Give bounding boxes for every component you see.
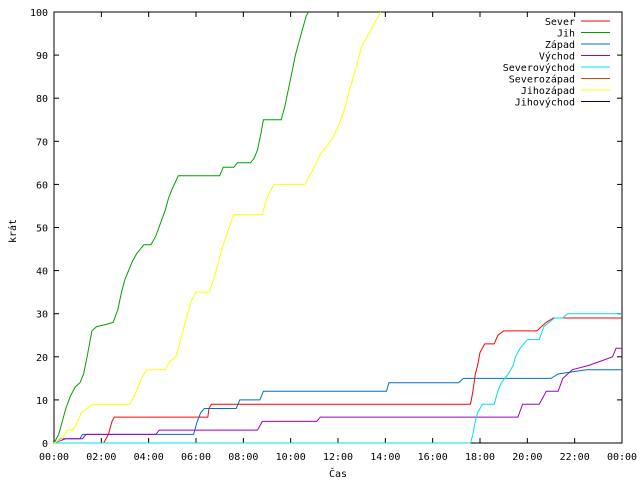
x-tick-label: 22:00 [560,452,590,463]
series-line-jih [53,11,309,444]
legend-label: Sever [545,17,575,28]
x-tick-label: 10:00 [276,452,306,463]
y-tick-label: 0 [42,439,48,450]
x-tick-label: 16:00 [418,452,448,463]
x-tick-label: 18:00 [465,452,495,463]
y-tick-label: 10 [36,396,48,407]
y-tick-label: 80 [36,94,48,105]
series-line-sever [54,317,622,444]
axes: 0 10 20 30 40 50 60 70 80 90 100 00:00 02:00 04:00 06:… [30,8,637,463]
legend-label: Jihovýchod [515,97,575,109]
legend-label: Západ [545,39,575,51]
x-axis-label: Čas [329,467,347,480]
series-layer [53,11,622,444]
x-tick-label: 00:00 [39,452,69,463]
x-tick-label: 02:00 [86,452,116,463]
y-tick-label: 40 [36,267,48,278]
legend-label: Jih [557,29,575,40]
x-tick-label: 08:00 [228,452,258,463]
y-tick-label: 20 [36,353,48,364]
x-tick-label: 14:00 [370,452,400,463]
x-tick-label: 12:00 [323,452,353,463]
x-tick-label: 06:00 [181,452,211,463]
legend-label: Severovýchod [503,62,575,74]
series-line-severovýchod [54,313,622,444]
series-line-východ [53,347,622,444]
legend-label: Jihozápad [521,85,575,97]
x-tick-label: 20:00 [512,452,542,463]
legend-label: Východ [539,51,575,63]
y-tick-label: 70 [36,137,48,148]
y-tick-label: 100 [30,8,48,19]
series-line-jihozápad [53,11,382,444]
y-tick-label: 30 [36,310,48,321]
legend-label: Severozápad [509,74,575,86]
y-axis-label: krát [7,219,19,243]
x-tick-label: 00:00 [607,452,637,463]
legend: SeverJihZápadVýchodSeverovýchodSeverozáp… [503,17,610,109]
x-tick-label: 04:00 [134,452,164,463]
y-tick-label: 60 [36,180,48,191]
y-tick-label: 50 [36,224,48,235]
y-tick-label: 90 [36,51,48,62]
